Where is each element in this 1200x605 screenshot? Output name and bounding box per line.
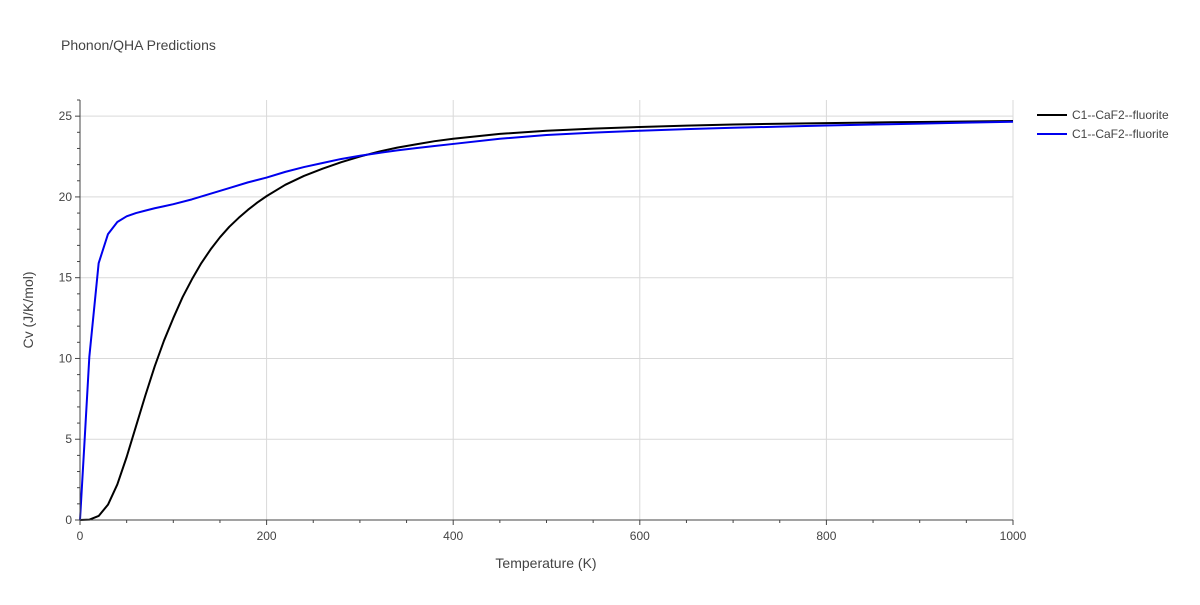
y-tick-label: 15 [59,271,73,285]
y-tick-label: 5 [65,432,72,446]
x-tick-label: 200 [257,529,277,543]
x-tick-label: 800 [816,529,836,543]
legend-label: C1--CaF2--fluorite [1072,108,1169,122]
y-tick-label: 20 [59,190,73,204]
x-tick-label: 0 [77,529,84,543]
y-tick-label: 25 [59,109,73,123]
plot-area [79,120,1014,521]
grid [80,100,1014,520]
legend-item[interactable]: C1--CaF2--fluorite [1037,108,1169,122]
y-axis-title: Cv (J/K/mol) [20,272,36,349]
chart-title: Phonon/QHA Predictions [61,37,216,53]
y-tick-label: 10 [59,351,73,365]
x-tick-label: 600 [630,529,650,543]
legend[interactable]: C1--CaF2--fluorite C1--CaF2--fluorite [1037,108,1169,141]
x-tick-label: 400 [443,529,463,543]
axes: 0 200 400 600 800 1000 0 5 10 15 20 25 [59,99,1027,543]
series-line-1 [79,120,1014,521]
x-tick-label: 1000 [1000,529,1027,543]
series-line-2 [79,120,1014,521]
legend-item[interactable]: C1--CaF2--fluorite [1037,127,1169,141]
legend-label: C1--CaF2--fluorite [1072,127,1169,141]
y-tick-label: 0 [65,513,72,527]
x-axis-title: Temperature (K) [495,555,596,571]
